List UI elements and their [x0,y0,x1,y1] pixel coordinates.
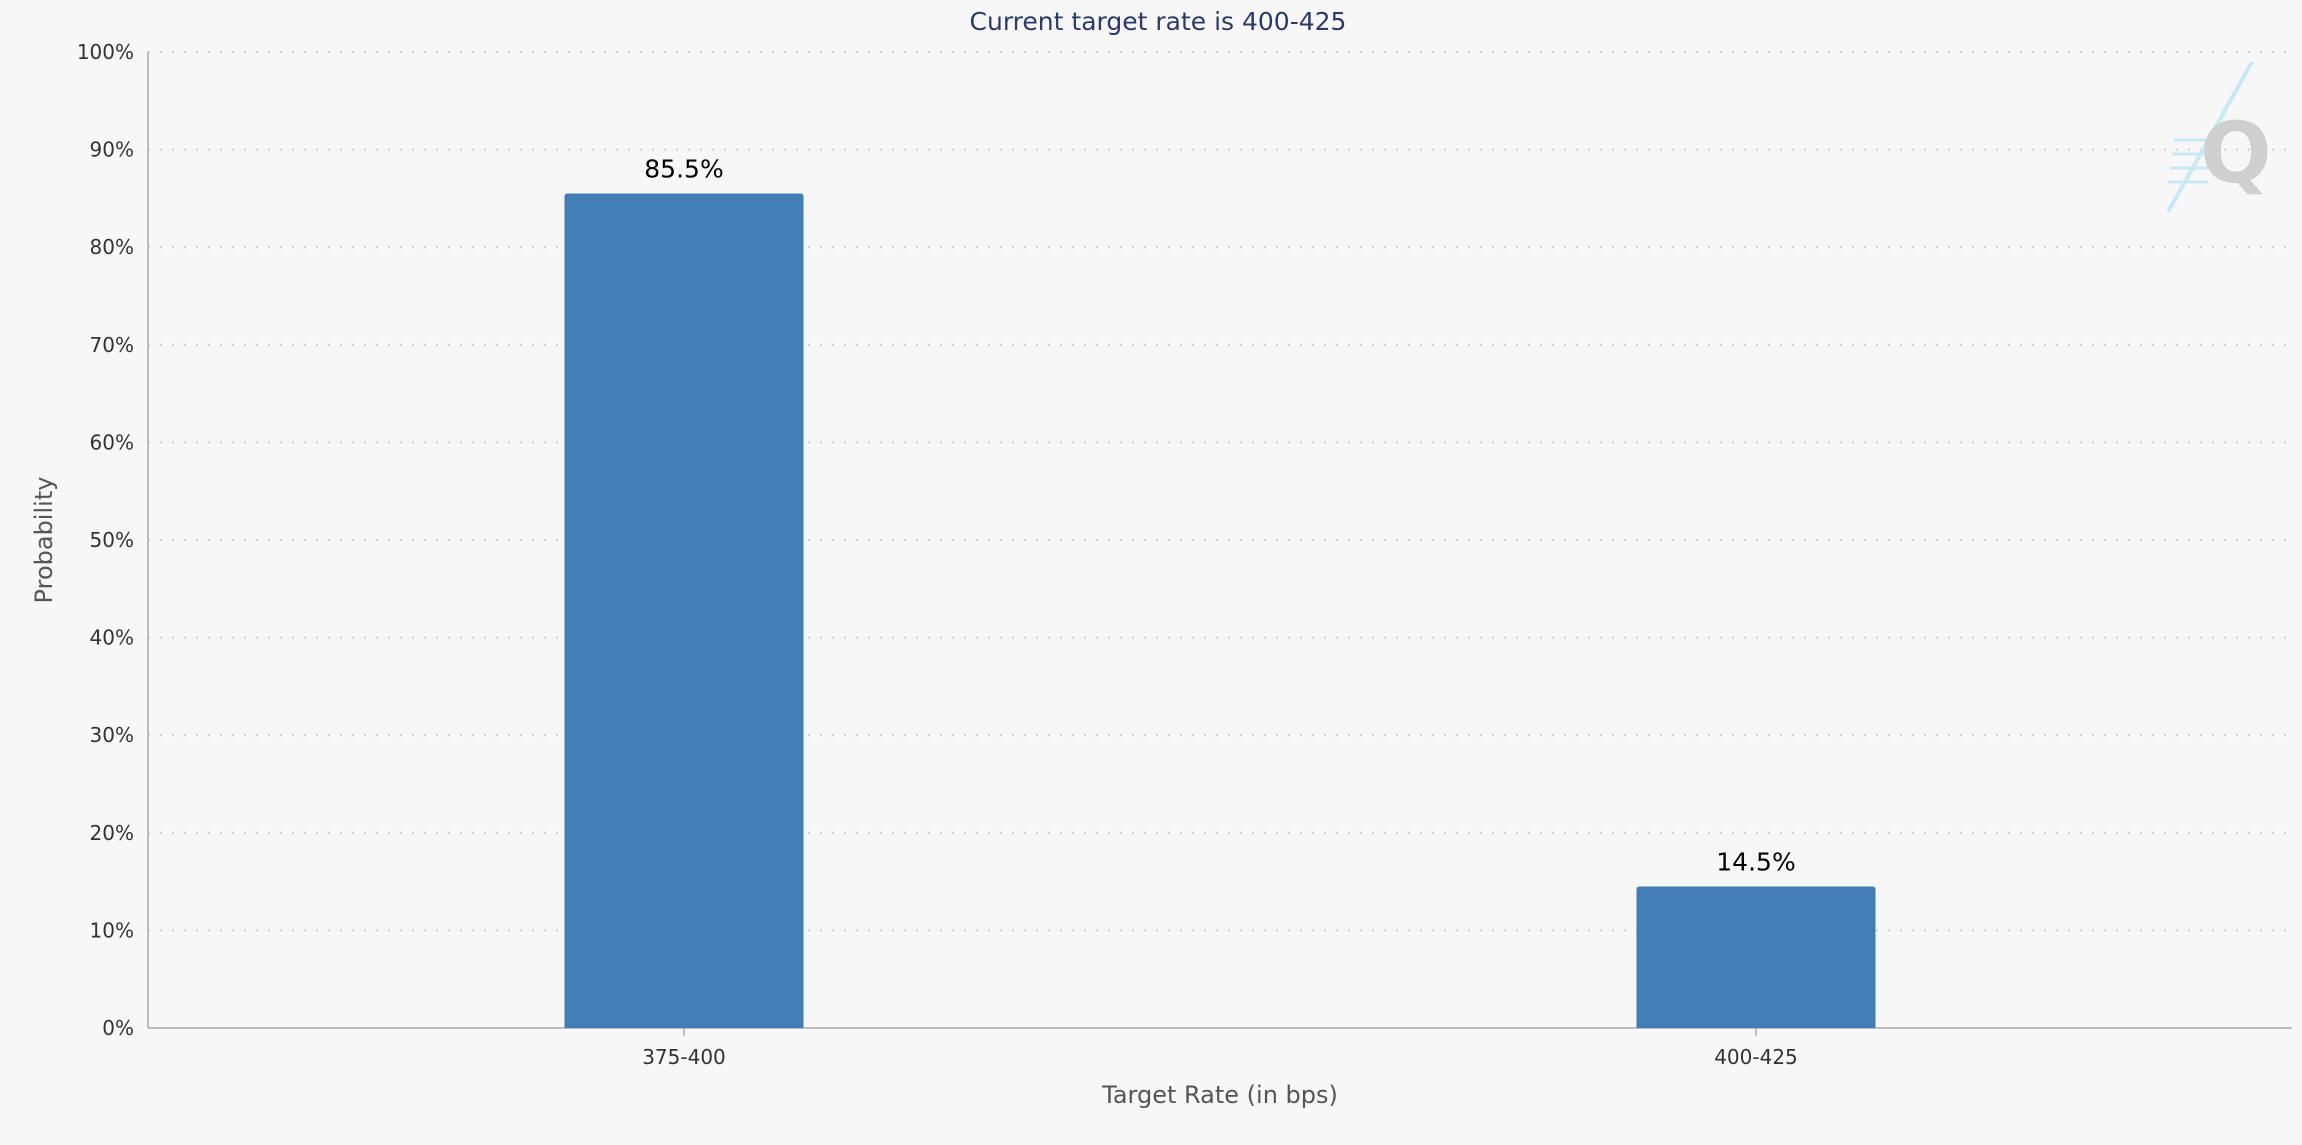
data-label: 85.5% [644,155,723,184]
y-tick-label: 20% [90,821,134,845]
watermark-letter: Q [2200,104,2271,202]
y-tick-label: 10% [90,918,134,942]
y-tick-label: 100% [77,40,134,64]
x-axis-title: Target Rate (in bps) [1101,1081,1338,1109]
y-tick-label: 70% [90,333,134,357]
y-tick-label: 90% [90,138,134,162]
x-axis-ticks: 375-400 400-425 [642,1028,1798,1069]
bar-375-400[interactable] [564,193,804,1028]
gridlines [148,51,2292,932]
y-tick-label: 50% [90,528,134,552]
y-axis-title: Probability [30,477,58,604]
y-tick-label: 80% [90,235,134,259]
y-tick-label: 0% [102,1016,134,1040]
x-tick-label: 400-425 [1714,1045,1798,1069]
y-tick-label: 60% [90,430,134,454]
data-label: 14.5% [1716,847,1795,876]
x-tick-label: 375-400 [642,1045,726,1069]
chart-title: Current target rate is 400-425 [970,7,1347,36]
y-axis-ticks: 0% 10% 20% 30% 40% 50% 60% 70% 80% 90% 100% [77,40,134,1040]
y-tick-label: 30% [90,723,134,747]
y-tick-label: 40% [90,626,134,650]
quikstrike-logo-icon: Q [2166,61,2272,213]
bar-400-425[interactable] [1636,886,1876,1028]
bars: 85.5% 14.5% [564,155,1876,1028]
